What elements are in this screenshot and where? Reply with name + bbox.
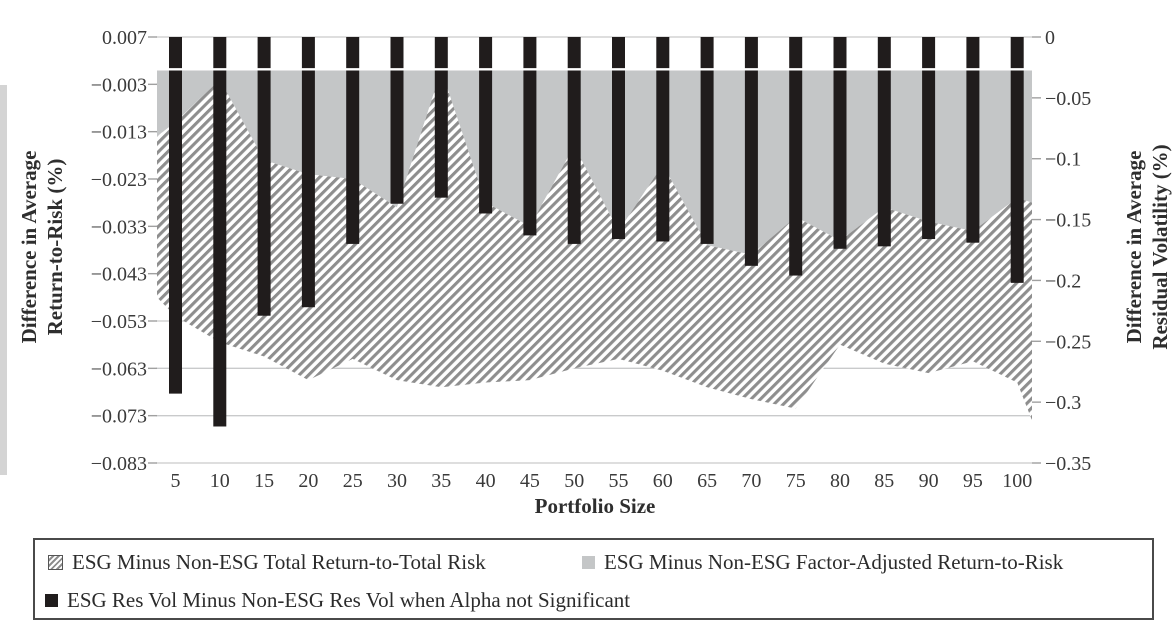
bar-res-vol [390,37,404,204]
right-tick-label: −0.35 [1045,453,1091,475]
bar-res-vol [789,37,803,276]
bar-res-vol [346,37,360,244]
x-tick-label: 55 [609,470,629,492]
legend: ESG Minus Non-ESG Total Return-to-Total … [33,538,1154,620]
right-tick-label: 0 [1045,27,1055,49]
right-axis-title-line2: Residual Volatility (%) [1148,144,1172,350]
legend-label-total-return: ESG Minus Non-ESG Total Return-to-Total … [72,550,486,574]
x-tick-label: 15 [254,470,274,492]
x-tick-label: 60 [653,470,673,492]
x-tick-label: 30 [387,470,407,492]
left-tick-label: −0.023 [91,169,147,191]
x-tick-label: 75 [786,470,806,492]
legend-item-total-return: ESG Minus Non-ESG Total Return-to-Total … [48,550,486,575]
x-tick-label: 100 [1002,470,1032,492]
x-tick-label: 90 [919,470,939,492]
right-tick-label: −0.3 [1045,392,1081,414]
x-tick-label: 85 [874,470,894,492]
x-tick-label: 20 [298,470,318,492]
x-tick-label: 25 [343,470,363,492]
bar-res-vol [213,37,227,427]
x-tick-label: 65 [697,470,717,492]
left-tick-label: −0.073 [91,406,147,428]
left-tick-label: −0.053 [91,311,147,333]
legend-item-factor-adjusted: ESG Minus Non-ESG Factor-Adjusted Return… [582,550,1063,575]
bar-res-vol [833,37,847,249]
bar-res-vol [744,37,758,266]
bar-res-vol [1010,37,1024,283]
right-tick-label: −0.1 [1045,149,1081,171]
left-tick-label: 0.007 [102,27,147,49]
left-tick-label: −0.003 [91,74,147,96]
right-axis-title-line1: Difference in Average [1122,150,1146,344]
x-tick-label: 50 [564,470,584,492]
right-axis-title: Difference in Average Residual Volatilit… [1121,144,1173,349]
x-tick-label: 40 [476,470,496,492]
bar-res-vol [479,37,493,214]
x-tick-label: 95 [963,470,983,492]
area-total-return [157,70,1032,421]
bar-res-vol [922,37,936,240]
x-tick-label: 70 [741,470,761,492]
right-tick-label: −0.15 [1045,210,1091,232]
bar-res-vol [434,37,448,198]
bar-res-vol [966,37,980,243]
x-tick-label: 80 [830,470,850,492]
left-tick-label: −0.083 [91,453,147,475]
bar-res-vol [656,37,670,242]
x-axis-title: Portfolio Size [534,494,656,518]
bar-res-vol [612,37,625,240]
legend-swatch-hatched-icon [48,555,63,570]
left-tick-label: −0.043 [91,264,147,286]
left-tick-label: −0.063 [91,358,147,380]
left-tick-label: −0.033 [91,216,147,238]
bar-res-vol [877,37,891,247]
left-axis-title-line2: Return-to-Risk (%) [43,158,67,336]
page-scan-edge-strip [0,85,7,475]
left-tick-label: −0.013 [91,122,147,144]
left-axis-title-line1: Difference in Average [17,150,41,344]
x-tick-label: 45 [520,470,540,492]
x-tick-label: 35 [431,470,451,492]
bar-res-vol [301,37,315,308]
right-tick-label: −0.25 [1045,331,1091,353]
legend-swatch-black-icon [45,594,58,607]
left-axis-title: Difference in Average Return-to-Risk (%) [16,151,68,344]
bar-res-vol [567,37,581,244]
area-factor-adjusted [157,70,1032,255]
right-tick-label: −0.05 [1045,88,1091,110]
bar-res-vol [523,37,537,236]
legend-label-factor-adjusted: ESG Minus Non-ESG Factor-Adjusted Return… [604,550,1064,574]
bar-res-vol [257,37,271,316]
legend-label-res-vol: ESG Res Vol Minus Non-ESG Res Vol when A… [67,588,631,612]
legend-item-res-vol: ESG Res Vol Minus Non-ESG Res Vol when A… [45,588,630,613]
x-tick-label: 5 [171,470,181,492]
legend-swatch-gray-icon [582,556,595,569]
x-tick-label: 10 [210,470,230,492]
right-tick-label: −0.2 [1045,270,1081,292]
bar-res-vol [169,37,182,394]
bar-res-vol [700,37,714,244]
